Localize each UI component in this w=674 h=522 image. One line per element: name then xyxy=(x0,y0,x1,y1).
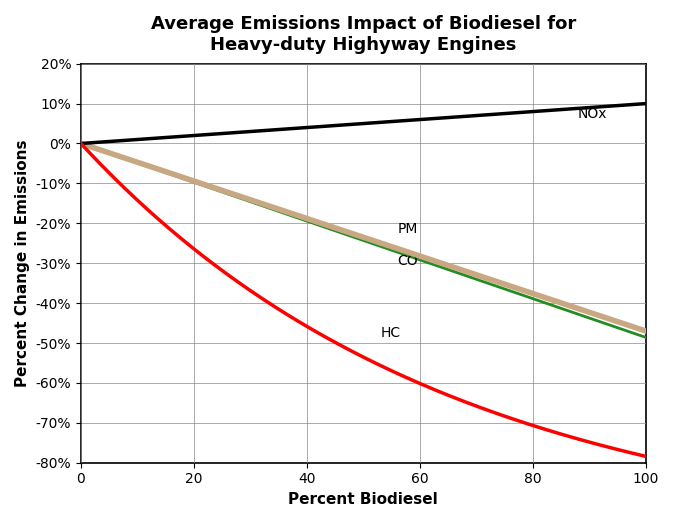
Text: NOx: NOx xyxy=(578,106,607,121)
Y-axis label: Percent Change in Emissions: Percent Change in Emissions xyxy=(15,139,30,387)
Text: PM: PM xyxy=(397,222,418,236)
Title: Average Emissions Impact of Biodiesel for
Heavy-duty Highyway Engines: Average Emissions Impact of Biodiesel fo… xyxy=(151,15,576,54)
Text: HC: HC xyxy=(380,326,400,340)
X-axis label: Percent Biodiesel: Percent Biodiesel xyxy=(288,492,438,507)
Text: CO: CO xyxy=(397,254,418,268)
